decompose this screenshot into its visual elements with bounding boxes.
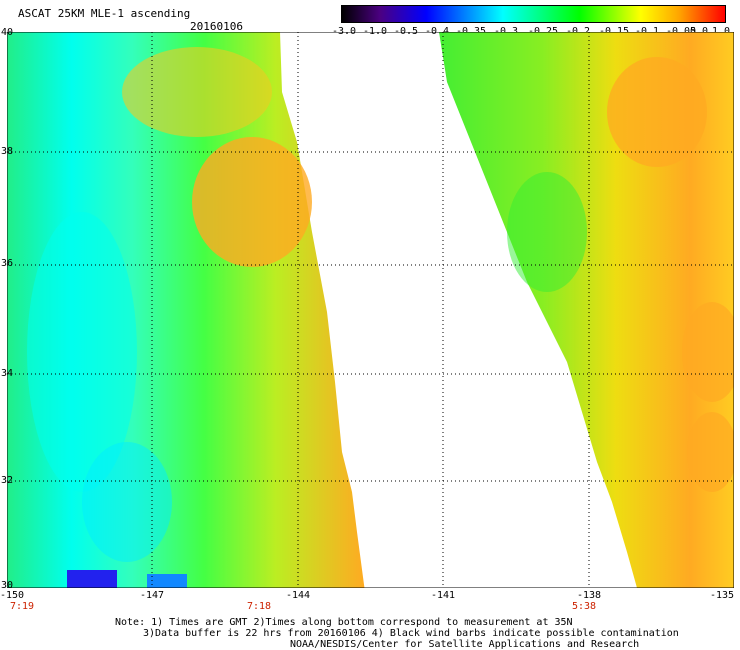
footnote-line-1: Note: 1) Times are GMT 2)Times along bot…	[115, 617, 573, 628]
lon-label: -147	[139, 590, 165, 601]
footnote-line-2: 3)Data buffer is 22 hrs from 20160106 4)…	[143, 628, 679, 639]
lon-label: -150	[0, 590, 25, 601]
swath-right-orange-patch	[687, 412, 734, 492]
lon-label: -141	[430, 590, 456, 601]
lat-label: 34	[1, 368, 14, 379]
swath-left-orange-patch	[192, 137, 312, 267]
lon-label: -138	[576, 590, 602, 601]
time-label: 7:19	[9, 601, 35, 612]
swath-right-green-patch	[507, 172, 587, 292]
swath-right	[439, 32, 734, 588]
swath-right-orange-patch	[607, 57, 707, 167]
time-label: 5:38	[571, 601, 597, 612]
wind-map	[7, 32, 734, 588]
lat-label: 36	[1, 258, 14, 269]
swath-left-cyan-patch	[27, 212, 137, 492]
lon-label: -144	[285, 590, 311, 601]
lat-label: 40	[1, 27, 14, 38]
swath-right-orange-patch	[682, 302, 734, 402]
lat-label: 30	[1, 580, 14, 591]
footnote-line-3: NOAA/NESDIS/Center for Satellite Applica…	[290, 639, 640, 650]
colorbar	[341, 5, 726, 23]
lon-label: -135	[709, 590, 735, 601]
graticule	[7, 32, 734, 588]
swath-left-cyan-patch	[82, 442, 172, 562]
swath-left-yellow-patch	[122, 47, 272, 137]
lat-label: 38	[1, 146, 14, 157]
map-date: 20160106	[190, 20, 243, 33]
map-title: ASCAT 25KM MLE-1 ascending	[18, 7, 191, 20]
swath-left-blue-patch	[67, 570, 117, 588]
lat-label: 32	[1, 475, 14, 486]
swath-left-blue-patch	[147, 574, 187, 588]
time-label: 7:18	[246, 601, 272, 612]
